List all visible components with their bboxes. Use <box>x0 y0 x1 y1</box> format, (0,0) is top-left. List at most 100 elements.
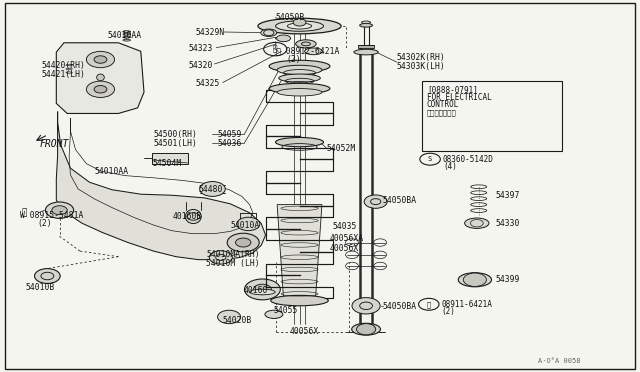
Circle shape <box>352 298 380 314</box>
Ellipse shape <box>186 209 201 224</box>
Text: 54010AA: 54010AA <box>108 31 142 40</box>
Ellipse shape <box>360 23 372 27</box>
Text: 54303K(LH): 54303K(LH) <box>397 62 445 71</box>
Circle shape <box>218 310 241 324</box>
Text: Ⓝ 08912-6421A: Ⓝ 08912-6421A <box>276 47 340 56</box>
Ellipse shape <box>465 218 489 228</box>
Text: 54325: 54325 <box>195 79 220 88</box>
Circle shape <box>237 217 260 231</box>
Text: S: S <box>428 156 432 162</box>
Text: 40056XA: 40056XA <box>330 234 364 243</box>
Circle shape <box>356 324 376 335</box>
Text: 電子制御タイプ: 電子制御タイプ <box>427 109 456 116</box>
Text: FRONT: FRONT <box>40 140 69 149</box>
Ellipse shape <box>362 21 371 24</box>
Ellipse shape <box>276 35 291 42</box>
Text: 54010M (LH): 54010M (LH) <box>206 259 260 268</box>
Ellipse shape <box>265 310 283 318</box>
Text: 54397: 54397 <box>496 191 520 200</box>
Circle shape <box>364 195 387 208</box>
Text: 54500(RH): 54500(RH) <box>154 130 198 139</box>
Text: 54320: 54320 <box>189 61 213 70</box>
Ellipse shape <box>271 295 328 306</box>
Ellipse shape <box>97 74 104 81</box>
Circle shape <box>227 233 259 252</box>
Text: 08360-5142D: 08360-5142D <box>443 155 493 164</box>
Ellipse shape <box>305 48 323 55</box>
Text: Ⓝ: Ⓝ <box>273 45 278 54</box>
Text: 54330: 54330 <box>496 219 520 228</box>
Ellipse shape <box>258 18 341 34</box>
Bar <box>358 45 374 48</box>
Text: 54020B: 54020B <box>223 316 252 325</box>
Ellipse shape <box>277 89 322 96</box>
Ellipse shape <box>275 21 324 31</box>
Circle shape <box>209 251 232 264</box>
Text: FOR ELECTRICAL: FOR ELECTRICAL <box>427 93 492 102</box>
Text: 54501(LH): 54501(LH) <box>154 139 198 148</box>
Circle shape <box>86 51 115 68</box>
Text: 54421(LH): 54421(LH) <box>42 70 86 79</box>
Ellipse shape <box>352 323 380 335</box>
Text: 54329N: 54329N <box>195 28 225 37</box>
Text: 08911-6421A: 08911-6421A <box>442 300 492 309</box>
Bar <box>422 81 562 151</box>
Text: (2): (2) <box>442 307 456 316</box>
Ellipse shape <box>250 289 275 295</box>
Text: 40160: 40160 <box>243 286 268 295</box>
Ellipse shape <box>279 74 321 82</box>
Circle shape <box>45 202 74 218</box>
Circle shape <box>253 284 271 295</box>
Ellipse shape <box>66 68 72 70</box>
Text: 54010B: 54010B <box>26 283 55 292</box>
Text: 54055: 54055 <box>274 306 298 315</box>
Ellipse shape <box>275 138 324 147</box>
Text: 40056X: 40056X <box>330 244 359 253</box>
Ellipse shape <box>269 60 330 72</box>
Ellipse shape <box>277 65 322 74</box>
Text: 54059: 54059 <box>218 130 242 139</box>
Ellipse shape <box>123 31 131 33</box>
Text: 54323: 54323 <box>189 44 213 53</box>
Circle shape <box>94 86 107 93</box>
Ellipse shape <box>123 39 131 41</box>
Text: 54420(RH): 54420(RH) <box>42 61 86 70</box>
Text: 54050B: 54050B <box>275 13 305 22</box>
Text: CONTROL: CONTROL <box>427 100 460 109</box>
Text: 54036: 54036 <box>218 139 242 148</box>
Ellipse shape <box>261 29 277 36</box>
Ellipse shape <box>287 23 312 29</box>
Text: Ⓝ: Ⓝ <box>427 301 431 308</box>
Polygon shape <box>56 112 266 260</box>
Text: 40160B: 40160B <box>173 212 202 221</box>
Text: (2): (2) <box>286 55 301 64</box>
Text: (4): (4) <box>443 162 457 171</box>
Text: 54302K(RH): 54302K(RH) <box>397 53 445 62</box>
Text: 54010AA: 54010AA <box>95 167 129 176</box>
Text: 54050BA: 54050BA <box>383 302 417 311</box>
Circle shape <box>35 269 60 283</box>
Text: 54050BA: 54050BA <box>383 196 417 205</box>
Text: 54480: 54480 <box>198 185 223 194</box>
Text: 54504M: 54504M <box>152 159 182 168</box>
Circle shape <box>200 182 225 196</box>
Ellipse shape <box>123 33 131 35</box>
Bar <box>152 153 188 164</box>
Text: 54010A: 54010A <box>230 221 260 230</box>
Circle shape <box>94 56 107 63</box>
Text: 54035: 54035 <box>333 222 357 231</box>
Circle shape <box>86 81 115 97</box>
Circle shape <box>293 19 306 26</box>
Text: 40056X: 40056X <box>289 327 319 336</box>
Text: 54052M: 54052M <box>326 144 356 153</box>
Ellipse shape <box>296 40 316 48</box>
Text: W 08915-5481A: W 08915-5481A <box>20 211 84 220</box>
Text: 54399: 54399 <box>496 275 520 284</box>
Ellipse shape <box>66 72 72 73</box>
Ellipse shape <box>66 64 72 66</box>
Text: A·O°A 0058: A·O°A 0058 <box>538 358 580 364</box>
Circle shape <box>52 206 67 215</box>
Ellipse shape <box>354 49 378 55</box>
Circle shape <box>236 238 251 247</box>
Text: [0888-0791]: [0888-0791] <box>427 86 477 94</box>
